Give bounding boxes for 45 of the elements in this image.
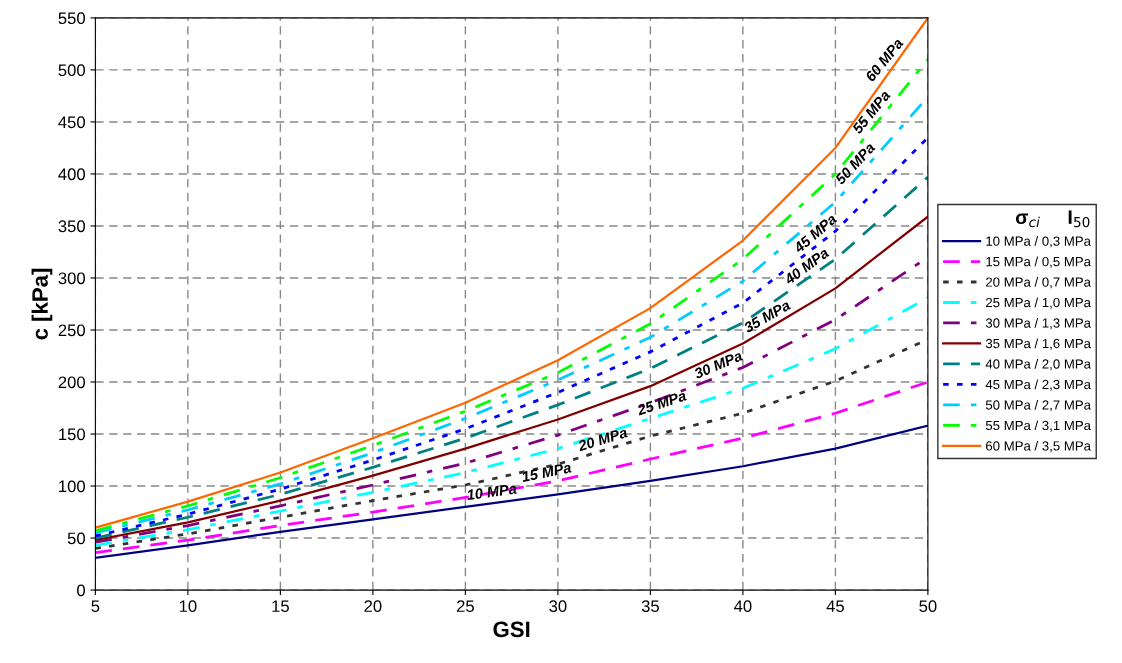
legend-label: 15 MPa / 0,5 MPa (986, 256, 1091, 268)
legend-label: 50 MPa / 2,7 MPa (985, 399, 1091, 412)
y-tick-label: 550 (58, 12, 85, 25)
x-tick-label: 35 (641, 600, 659, 613)
y-axis-title: c [kPa] (31, 268, 53, 340)
x-tick-label: 50 (919, 600, 937, 613)
x-tick-label: 25 (456, 600, 474, 613)
x-tick-label: 5 (91, 600, 100, 613)
y-tick-label: 150 (59, 428, 85, 441)
annotation: 25 MPa (636, 390, 687, 416)
y-tick-label: 200 (58, 376, 85, 389)
x-tick-label: 10 (179, 600, 197, 613)
legend-label: 20 MPa / 0,7 MPa (986, 277, 1091, 289)
x-tick-label: 30 (549, 600, 567, 613)
x-axis-title: GSI (493, 621, 530, 638)
legend-label: 55 MPa / 3,1 MPa (985, 420, 1091, 432)
legend-label: 45 MPa / 2,3 MPa (985, 379, 1091, 391)
legend-label: 35 MPa / 1,6 MPa (985, 338, 1091, 350)
y-tick-label: 250 (58, 324, 85, 337)
line-series (95, 380, 928, 555)
y-tick-label: 400 (58, 168, 85, 181)
y-tick-label: 500 (58, 64, 85, 77)
y-tick-label: 300 (58, 272, 85, 285)
x-tick-label: 20 (364, 600, 382, 613)
annotation: 30 MPa (693, 350, 744, 380)
y-tick-label: 100 (59, 480, 85, 493)
line-series (95, 296, 928, 547)
legend-label: 60 MPa / 3,5 MPa (986, 440, 1091, 453)
legend-label: 25 MPa / 1,0 MPa (986, 297, 1091, 309)
legend-label: 30 MPa / 1,3 MPa (985, 318, 1091, 330)
y-tick-label: 0 (77, 584, 85, 597)
legend-label: 10 MPa / 0,3 MPa (986, 236, 1091, 248)
line-series (95, 424, 928, 559)
x-tick-label: 40 (734, 600, 752, 613)
y-tick-label: 350 (58, 220, 85, 233)
annotation: 15 MPa (521, 462, 572, 483)
y-tick-label: 50 (67, 532, 85, 545)
annotation: 10 MPa (466, 483, 517, 501)
x-tick-label: 45 (826, 600, 844, 613)
y-tick-label: 450 (58, 116, 85, 129)
annotation: 35 MPa (742, 299, 792, 334)
x-tick-label: 15 (272, 600, 289, 613)
text: σ$_{ci}$ I$_{50}$ (1015, 210, 1090, 228)
annotation: 20 MPa (577, 427, 628, 452)
legend-label: 40 MPa / 2,0 MPa (985, 358, 1091, 371)
